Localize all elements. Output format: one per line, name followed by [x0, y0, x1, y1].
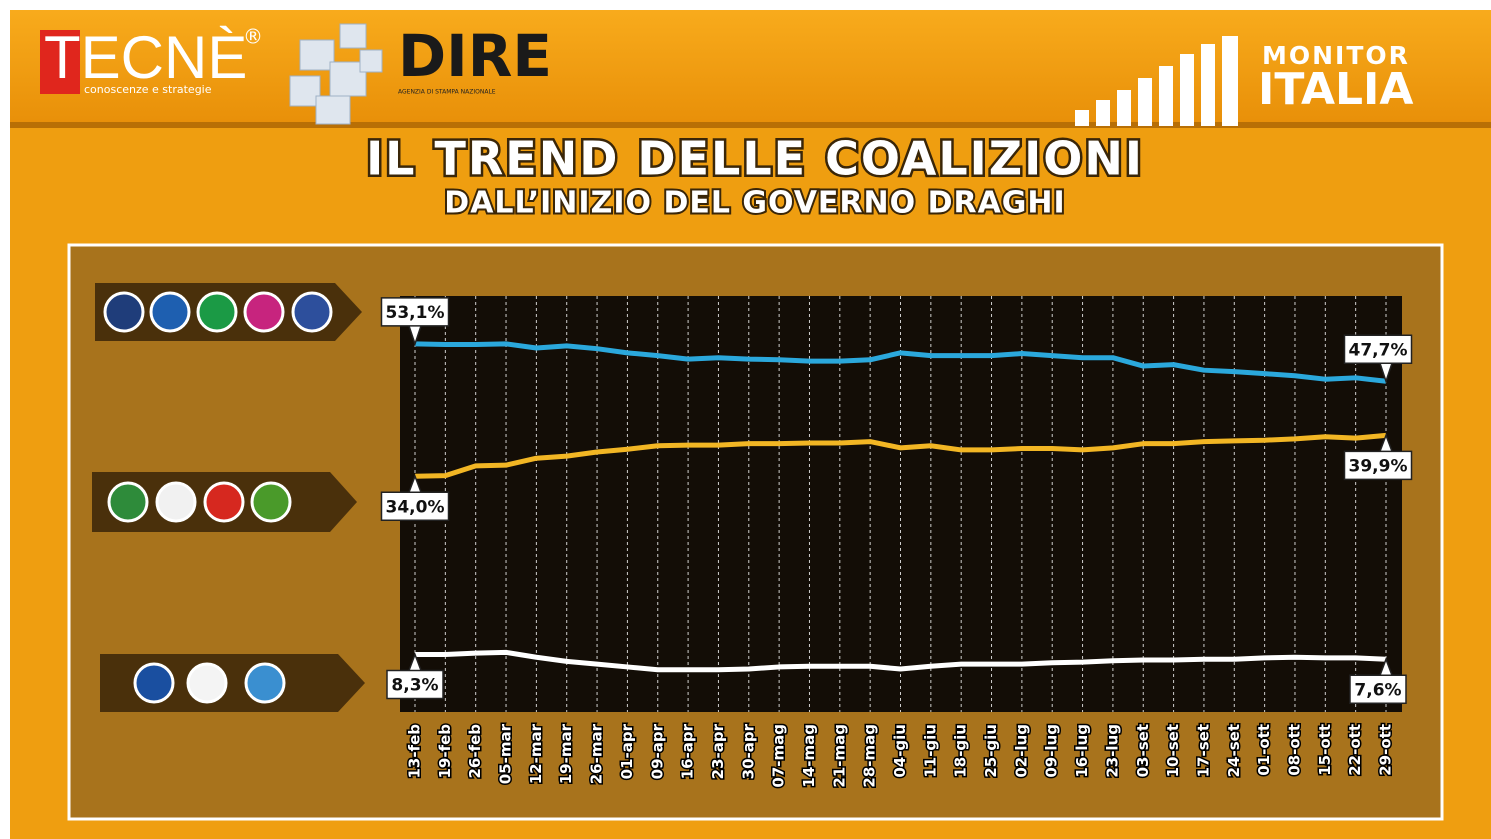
- x-tick-label: 30-apr: [739, 723, 757, 779]
- monitor-bars: [1075, 36, 1238, 126]
- x-tick-label: 10-set: [1164, 724, 1182, 777]
- cube-logo: [289, 23, 383, 125]
- x-tick-label: 14-mag: [800, 724, 818, 788]
- brand-box: [40, 30, 80, 94]
- value-label-box: [380, 297, 450, 347]
- partner-tagline: AGENZIA DI STAMPA NAZIONALE: [398, 89, 496, 96]
- x-tick-label: 05-mar: [497, 723, 515, 784]
- x-tick-label: 01-apr: [618, 723, 636, 779]
- series-line: [414, 341, 1387, 384]
- value-label: 34,0%: [386, 497, 445, 517]
- x-tick-label: 16-apr: [679, 723, 697, 779]
- party-logos: [133, 662, 286, 704]
- value-label-box: [1349, 657, 1407, 705]
- chart-title: IL TREND DELLE COALIZIONI: [366, 132, 1144, 186]
- x-tick-label: 12-mar: [527, 723, 545, 784]
- monitor: MONITOR: [1262, 41, 1410, 70]
- x-tick-label: 09-apr: [648, 723, 666, 779]
- value-label-box: [380, 474, 450, 522]
- x-tick-label: 04-giu: [891, 724, 909, 778]
- legend: [92, 283, 365, 712]
- x-tick-label: 26-feb: [466, 724, 484, 779]
- party-logos: [103, 291, 333, 333]
- value-label: 47,7%: [1349, 340, 1408, 360]
- x-tick-label: 19-mar: [557, 723, 575, 784]
- x-tick-label: 23-lug: [1103, 724, 1121, 778]
- plot-area: [400, 296, 1402, 712]
- x-tick-label: 17-set: [1194, 724, 1212, 777]
- brand-mark: ®: [243, 25, 263, 49]
- x-tick-label: 09-lug: [1043, 724, 1061, 778]
- party-logos: [107, 481, 292, 523]
- x-tick-label: 11-giu: [921, 724, 939, 778]
- x-tick-label: 07-mag: [770, 724, 788, 788]
- value-label-box: [1343, 334, 1413, 384]
- x-tick-label: 24-set: [1225, 724, 1243, 777]
- x-tick-label: 03-set: [1134, 724, 1152, 777]
- chart-subtitle: DALL’INIZIO DEL GOVERNO DRAGHI: [444, 186, 1065, 221]
- header-rule: [10, 122, 1491, 128]
- value-label-box: [386, 652, 444, 700]
- italia: ITALIA: [1258, 64, 1413, 115]
- x-tick-label: 16-lug: [1073, 724, 1091, 778]
- x-tick-label: 29-ott: [1377, 724, 1395, 776]
- brand: TECNÈ: [44, 24, 247, 91]
- series-line: [414, 432, 1387, 479]
- value-label: 8,3%: [391, 675, 438, 695]
- x-tick-label: 02-lug: [1012, 724, 1030, 778]
- x-tick-label: 25-giu: [982, 724, 1000, 778]
- x-tick-label: 28-mag: [861, 724, 879, 788]
- x-tick-label: 26-mar: [588, 723, 606, 784]
- x-tick-label: 01-ott: [1255, 724, 1273, 776]
- series-line: [415, 649, 1387, 673]
- header-band: [10, 10, 1491, 126]
- x-tick-label: 13-feb: [406, 724, 424, 779]
- brand-tagline: conoscenze e strategie: [84, 83, 212, 96]
- x-tick-label: 08-ott: [1285, 724, 1303, 776]
- partner: DIRE: [398, 22, 552, 90]
- value-label: 7,6%: [1354, 680, 1401, 700]
- value-label: 53,1%: [386, 303, 445, 323]
- x-tick-label: 18-giu: [952, 724, 970, 778]
- x-tick-label: 22-ott: [1346, 724, 1364, 776]
- x-tick-label: 23-apr: [709, 723, 727, 779]
- x-tick-label: 21-mag: [830, 724, 848, 788]
- x-tick-label: 15-ott: [1316, 724, 1334, 776]
- x-tick-label: 19-feb: [436, 724, 454, 779]
- value-label-box: [1343, 433, 1413, 481]
- value-label: 39,9%: [1349, 456, 1408, 476]
